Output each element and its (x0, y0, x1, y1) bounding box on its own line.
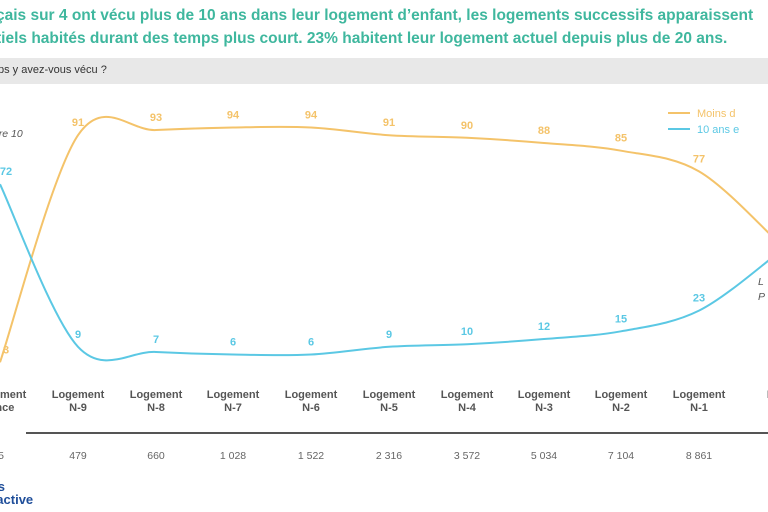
base-count: 2 316 (376, 450, 402, 462)
x-tick-label: N-2 (612, 402, 630, 414)
legend-label: Moins d (697, 108, 736, 120)
data-label: 12 (538, 321, 550, 333)
x-tick-label: N-6 (302, 402, 320, 414)
data-label: 85 (615, 133, 627, 145)
left-note: ntre 10 (0, 128, 23, 140)
data-label: 90 (461, 120, 473, 132)
data-label: 91 (72, 117, 84, 129)
data-label: 6 (230, 337, 236, 349)
base-count: 3 572 (454, 450, 480, 462)
x-tick-label: N-7 (224, 402, 242, 414)
harris-interactive-logo: rris eractive (0, 479, 34, 507)
x-tick-label: Logement (441, 389, 494, 401)
legend-label: 10 ans e (697, 124, 739, 136)
data-label: 72 (0, 166, 12, 178)
base-count: 5 034 (531, 450, 557, 462)
x-tick-label: N-9 (69, 402, 87, 414)
x-tick-label: N-1 (690, 402, 708, 414)
question-bar (0, 58, 768, 84)
x-tick-label: Logement (52, 389, 105, 401)
data-label: 9 (386, 329, 392, 341)
x-tick-label: Logement (595, 389, 648, 401)
data-label: 6 (308, 337, 314, 349)
data-label: 88 (538, 125, 550, 137)
base-count: 5 (0, 450, 4, 462)
x-tick-label: Log (767, 389, 768, 401)
base-count: 1 522 (298, 450, 324, 462)
base-count: 1 028 (220, 450, 246, 462)
data-label: 10 (461, 326, 473, 338)
base-count: 8 861 (686, 450, 712, 462)
series-line-1 (0, 115, 768, 363)
right-note: L P (758, 276, 766, 303)
data-label: 77 (693, 153, 705, 165)
x-tick-label: fance (0, 402, 14, 414)
data-label: 93 (150, 112, 162, 124)
headline: çais sur 4 ont vécu plus de 10 ans dans … (0, 7, 754, 47)
x-tick-label: Logement (285, 389, 338, 401)
data-label: 7 (153, 334, 159, 346)
base-count: 7 104 (608, 450, 634, 462)
x-tick-label: Logement (363, 389, 416, 401)
data-label: 94 (227, 109, 240, 121)
base-count: 660 (147, 450, 165, 462)
x-tick-label: Logement (518, 389, 571, 401)
data-label: 3 (3, 344, 9, 356)
data-label: 23 (693, 293, 705, 305)
x-tick-label: N-3 (535, 402, 553, 414)
x-tick-label: N-5 (380, 402, 398, 414)
x-tick-label: N-8 (147, 402, 165, 414)
x-tick-label: Logement (207, 389, 260, 401)
x-tick-label: Logement (0, 389, 27, 401)
base-count: 479 (69, 450, 87, 462)
x-tick-label: Logement (673, 389, 726, 401)
data-label: 91 (383, 117, 395, 129)
data-label: 94 (305, 109, 318, 121)
data-label: 15 (615, 313, 627, 325)
series-line-2 (0, 183, 768, 362)
question-text: ps y avez-vous vécu ? (0, 64, 107, 76)
x-tick-label: Logement (130, 389, 183, 401)
x-tick-label: N-4 (458, 402, 477, 414)
data-label: 9 (75, 329, 81, 341)
